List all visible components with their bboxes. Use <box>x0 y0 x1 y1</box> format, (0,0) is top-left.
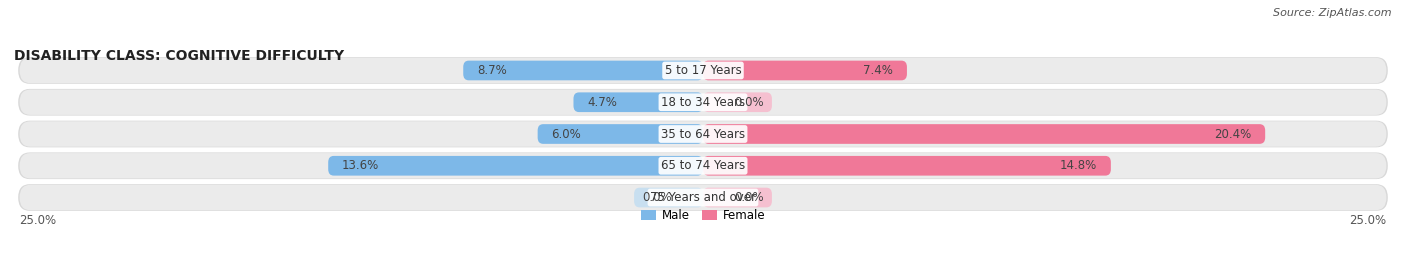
FancyBboxPatch shape <box>20 153 1386 178</box>
FancyBboxPatch shape <box>703 61 907 80</box>
FancyBboxPatch shape <box>463 61 703 80</box>
Text: 25.0%: 25.0% <box>20 214 56 227</box>
FancyBboxPatch shape <box>703 156 1111 176</box>
Text: 0.0%: 0.0% <box>734 96 763 109</box>
Text: 18 to 34 Years: 18 to 34 Years <box>661 96 745 109</box>
FancyBboxPatch shape <box>20 90 1386 115</box>
FancyBboxPatch shape <box>20 185 1386 210</box>
FancyBboxPatch shape <box>18 57 1388 84</box>
Text: Source: ZipAtlas.com: Source: ZipAtlas.com <box>1274 8 1392 18</box>
Text: 13.6%: 13.6% <box>342 159 380 172</box>
FancyBboxPatch shape <box>574 92 703 112</box>
FancyBboxPatch shape <box>18 121 1388 147</box>
Text: 65 to 74 Years: 65 to 74 Years <box>661 159 745 172</box>
Text: 5 to 17 Years: 5 to 17 Years <box>665 64 741 77</box>
FancyBboxPatch shape <box>703 92 772 112</box>
Legend: Male, Female: Male, Female <box>641 209 765 222</box>
FancyBboxPatch shape <box>328 156 703 176</box>
FancyBboxPatch shape <box>20 58 1386 83</box>
FancyBboxPatch shape <box>537 124 703 144</box>
Text: DISABILITY CLASS: COGNITIVE DIFFICULTY: DISABILITY CLASS: COGNITIVE DIFFICULTY <box>14 49 344 63</box>
Text: 0.0%: 0.0% <box>734 191 763 204</box>
Text: 14.8%: 14.8% <box>1060 159 1097 172</box>
FancyBboxPatch shape <box>18 89 1388 116</box>
Text: 35 to 64 Years: 35 to 64 Years <box>661 128 745 140</box>
Text: 6.0%: 6.0% <box>551 128 581 140</box>
Text: 25.0%: 25.0% <box>1350 214 1386 227</box>
FancyBboxPatch shape <box>634 188 703 207</box>
Text: 20.4%: 20.4% <box>1215 128 1251 140</box>
FancyBboxPatch shape <box>18 152 1388 179</box>
FancyBboxPatch shape <box>20 121 1386 147</box>
Text: 75 Years and over: 75 Years and over <box>650 191 756 204</box>
FancyBboxPatch shape <box>18 184 1388 211</box>
Text: 7.4%: 7.4% <box>863 64 893 77</box>
Text: 4.7%: 4.7% <box>588 96 617 109</box>
FancyBboxPatch shape <box>703 124 1265 144</box>
Text: 8.7%: 8.7% <box>477 64 506 77</box>
Text: 0.0%: 0.0% <box>643 191 672 204</box>
FancyBboxPatch shape <box>703 188 772 207</box>
